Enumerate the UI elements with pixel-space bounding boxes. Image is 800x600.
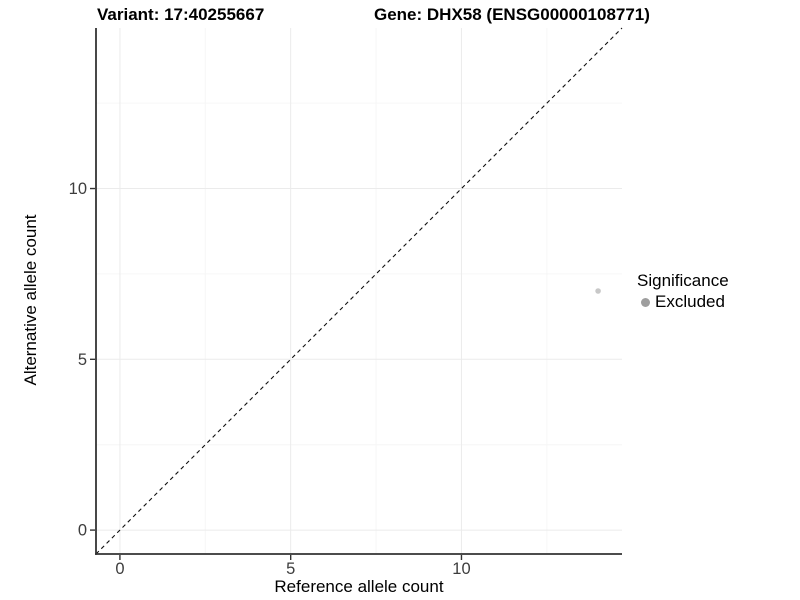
variant-title: Variant: 17:40255667 — [97, 5, 265, 24]
x-axis-title: Reference allele count — [274, 577, 444, 596]
data-points — [595, 288, 601, 294]
axis-lines — [95, 28, 622, 555]
legend: Significance Excluded — [637, 271, 729, 312]
legend-title: Significance — [637, 271, 729, 290]
x-tick-label: 0 — [115, 560, 124, 578]
x-tick-label: 10 — [452, 560, 470, 578]
y-tick-label: 0 — [78, 522, 87, 540]
legend-point-icon — [641, 297, 650, 307]
identity-reference-line — [95, 27, 623, 555]
legend-item-excluded: Excluded — [637, 292, 729, 312]
y-tick-label: 10 — [69, 180, 87, 198]
y-tick-label: 5 — [78, 351, 87, 369]
gene-title: Gene: DHX58 (ENSG00000108771) — [374, 5, 650, 24]
y-axis-title: Alternative allele count — [21, 214, 40, 386]
grid-major-lines — [96, 28, 622, 554]
x-tick-label: 5 — [286, 560, 295, 578]
axis-ticks-and-labels: 0 5 10 0 5 10 — [69, 180, 471, 578]
grid-minor-lines — [96, 28, 622, 554]
legend-item-label: Excluded — [655, 292, 725, 311]
data-point — [595, 288, 601, 294]
